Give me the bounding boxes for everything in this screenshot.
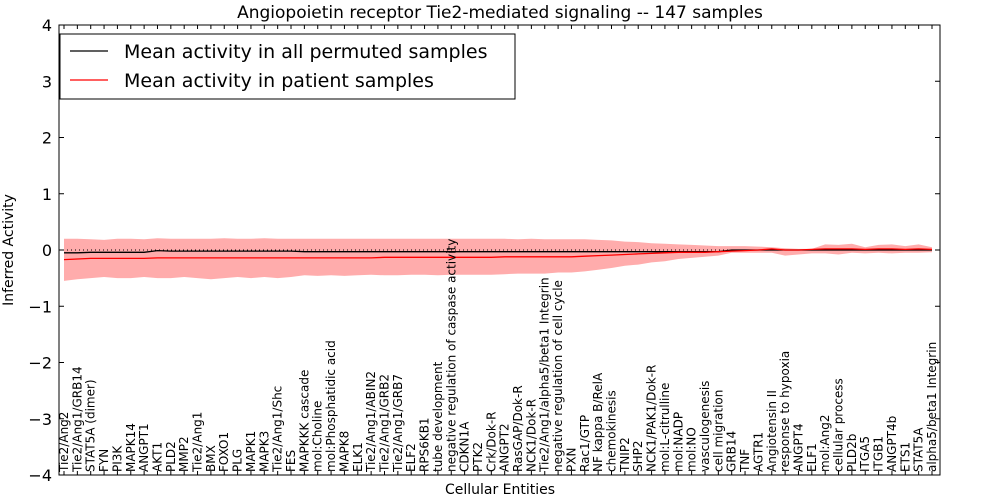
x-tick-label: MAPK1 bbox=[244, 431, 258, 472]
band-layer bbox=[64, 238, 932, 281]
x-tick-label: negative regulation of caspase activity bbox=[444, 239, 458, 472]
x-tick-label: Rac1/GTP bbox=[578, 415, 592, 472]
x-tick-label: MAPK14 bbox=[124, 423, 138, 472]
x-tick-label: chemokinesis bbox=[605, 390, 619, 472]
x-tick-label: ANGPT4 bbox=[792, 423, 806, 472]
x-tick-label: cell migration bbox=[711, 390, 725, 472]
y-tick-label: −2 bbox=[28, 354, 52, 373]
x-tick-label: ELF1 bbox=[805, 443, 819, 472]
x-tick-label: PLD2b bbox=[845, 434, 859, 472]
x-tick-label: RasGAP/Dok-R bbox=[511, 385, 525, 472]
series-layer bbox=[63, 248, 933, 261]
x-tick-label: NCK1/PAK1/Dok-R bbox=[645, 365, 659, 472]
x-tick-label: Tie2/Ang2 bbox=[57, 412, 71, 473]
x-tick-label: CDKN1A bbox=[458, 421, 472, 472]
y-axis-label: Inferred Activity bbox=[1, 194, 17, 306]
x-tick-label: ITGB1 bbox=[872, 436, 886, 472]
x-tick-label: mol:Ang2 bbox=[818, 415, 832, 472]
x-tick-label: Crk/Dok-R bbox=[484, 411, 498, 472]
x-tick-label: FES bbox=[284, 450, 298, 472]
chart-title: Angiopoietin receptor Tie2-mediated sign… bbox=[237, 3, 763, 23]
x-tick-label: ANGPT2 bbox=[498, 423, 512, 472]
x-tick-label: SHP2 bbox=[631, 440, 645, 472]
x-tick-label: Tie2/Ang1/ABIN2 bbox=[364, 371, 378, 473]
x-tick-label: PTK2 bbox=[471, 442, 485, 472]
x-tick-label: STAT5A (dimer) bbox=[84, 379, 98, 472]
x-tick-label: RPS6KB1 bbox=[418, 417, 432, 472]
x-tick-label: ELK1 bbox=[351, 442, 365, 472]
y-tick-label: 1 bbox=[42, 185, 52, 204]
x-tick-label: NCK1/Dok-R bbox=[524, 399, 538, 472]
y-tick-label: −3 bbox=[28, 410, 52, 429]
x-tick-label: STAT5A bbox=[912, 427, 926, 472]
x-tick-label: Tie2/Ang1/Shc bbox=[271, 386, 285, 473]
x-tick-label: mol:NADP bbox=[671, 412, 685, 472]
y-tick-label: −1 bbox=[28, 297, 52, 316]
x-tick-label: Tie2/Ang1 bbox=[191, 412, 205, 473]
y-axis-ticks: 4 3 2 1 0 −1 −2 −3 −4 bbox=[28, 16, 940, 485]
y-tick-label: −4 bbox=[28, 466, 52, 485]
x-tick-label: mol:L-citrulline bbox=[658, 383, 672, 472]
x-tick-label: mol:Choline bbox=[311, 401, 325, 472]
x-tick-label: MAPK8 bbox=[337, 431, 351, 472]
x-tick-label: Tie2/Ang1/alpha5/beta1 Integrin bbox=[538, 277, 552, 473]
x-tick-label: PI3K bbox=[110, 445, 124, 472]
x-tick-label: Tie2/Ang1/GRB14 bbox=[70, 366, 84, 473]
x-tick-label: tube development bbox=[431, 361, 445, 472]
x-tick-label: cellular process bbox=[832, 378, 846, 472]
x-tick-label: Tie2/Ang1/GRB2 bbox=[378, 374, 392, 473]
legend-label-patient: Mean activity in patient samples bbox=[124, 70, 434, 92]
patient-spread-band bbox=[64, 238, 932, 281]
x-tick-label: FOXO1 bbox=[217, 432, 231, 472]
x-tick-label: PLD2 bbox=[164, 441, 178, 472]
x-tick-label: TNF bbox=[738, 449, 752, 473]
x-tick-label: negative regulation of cell cycle bbox=[551, 280, 565, 472]
x-tick-label: GRB14 bbox=[725, 431, 739, 472]
x-tick-label: FYN bbox=[97, 449, 111, 472]
series-line-patient bbox=[63, 248, 933, 261]
x-tick-label: MAPK3 bbox=[257, 431, 271, 472]
x-tick-label: PLG bbox=[231, 449, 245, 472]
x-tick-label: ANGPT4b bbox=[885, 416, 899, 472]
x-tick-label: TNIP2 bbox=[618, 437, 632, 473]
x-tick-label: vasculogenesis bbox=[698, 381, 712, 472]
x-tick-label: Angiotensin II bbox=[765, 390, 779, 472]
legend-box bbox=[59, 33, 516, 100]
x-tick-label: MMP2 bbox=[177, 436, 191, 472]
x-tick-label: AGTR1 bbox=[751, 432, 765, 472]
x-tick-label: PXN bbox=[564, 448, 578, 472]
x-tick-label: MAPKKK cascade bbox=[297, 370, 311, 472]
x-tick-label: mol:NO bbox=[685, 427, 699, 472]
y-tick-label: 4 bbox=[42, 16, 52, 35]
x-axis-label: Cellular Entities bbox=[445, 482, 555, 498]
x-tick-label: NF kappa B/RelA bbox=[591, 372, 605, 472]
x-axis-ticks: Tie2/Ang2 Tie2/Ang1/GRB14 STAT5A (dimer) FY… bbox=[57, 25, 939, 475]
x-tick-label: alpha5/beta1 Integrin bbox=[925, 342, 939, 472]
legend: Mean activity in all permuted samples Me… bbox=[59, 33, 516, 100]
x-tick-label: ELF2 bbox=[404, 443, 418, 472]
x-tick-label: ANGPT1 bbox=[137, 423, 151, 472]
x-tick-label: response to hypoxia bbox=[778, 351, 792, 472]
x-tick-label: mol:Phosphatidic acid bbox=[324, 340, 338, 472]
x-tick-label: Tie2/Ang1/GRB7 bbox=[391, 374, 405, 473]
legend-label-permuted: Mean activity in all permuted samples bbox=[124, 41, 487, 63]
y-tick-label: 2 bbox=[42, 129, 52, 148]
x-tick-label: ITGA5 bbox=[858, 436, 872, 472]
x-tick-label: ETS1 bbox=[898, 442, 912, 472]
x-tick-label: AKT1 bbox=[151, 442, 165, 472]
x-tick-label: BMX bbox=[204, 445, 218, 472]
y-tick-label: 0 bbox=[42, 241, 52, 260]
y-tick-label: 3 bbox=[42, 72, 52, 91]
